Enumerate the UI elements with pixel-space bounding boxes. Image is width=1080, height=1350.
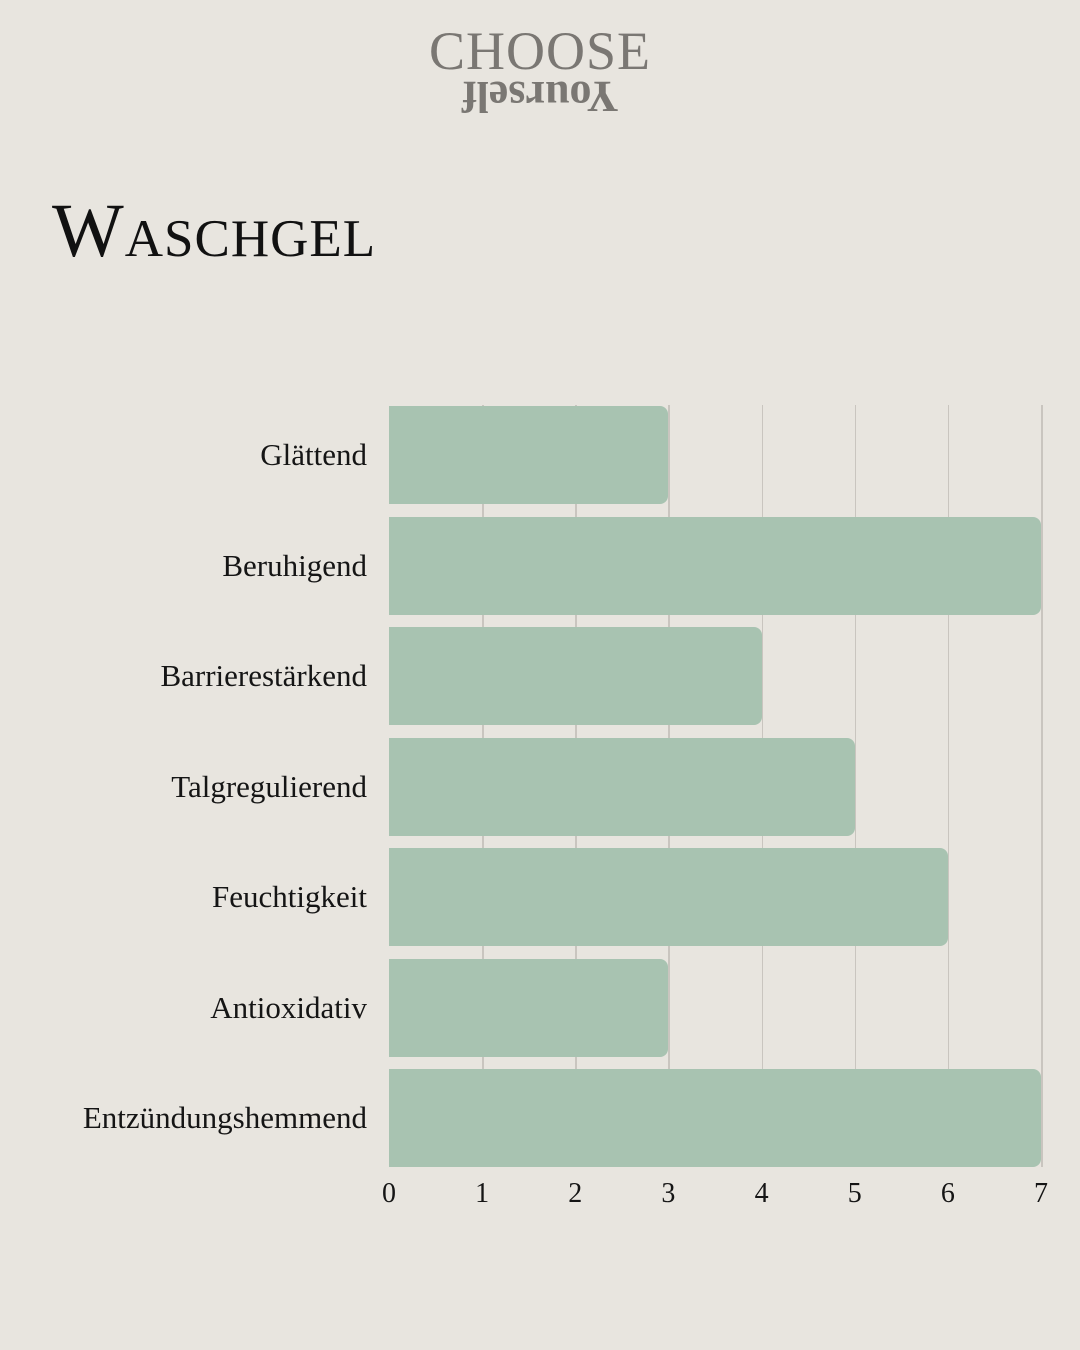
x-tick-label: 3 [661, 1178, 676, 1209]
x-tick-label: 7 [1034, 1178, 1048, 1209]
logo-choose-text: CHOOSE [428, 21, 652, 81]
x-tick-label: 6 [940, 1178, 955, 1209]
bar [389, 958, 669, 1057]
x-tick-label: 1 [475, 1178, 490, 1209]
x-tick-label: 2 [568, 1178, 583, 1209]
x-tick-label: 5 [847, 1178, 862, 1209]
bar [389, 737, 855, 836]
category-label: Barrierestärkend [160, 658, 367, 693]
bar [389, 516, 1041, 615]
category-label: Antioxidativ [210, 989, 367, 1025]
category-label: Beruhigend [222, 547, 367, 583]
category-label: Talgregulierend [171, 768, 367, 804]
category-label: Feuchtigkeit [212, 879, 367, 914]
bar [389, 848, 948, 946]
page-title: Waschgel [52, 189, 377, 273]
gridline [947, 405, 950, 1167]
gridline [854, 405, 857, 1167]
brand-logo: CHOOSE Yourself [0, 21, 1080, 121]
gridline [1041, 405, 1043, 1167]
x-tick-label: 0 [382, 1178, 396, 1209]
bar [389, 1069, 1041, 1167]
bar [389, 627, 762, 725]
category-label: Glättend [260, 437, 367, 472]
x-tick-label: 4 [754, 1178, 769, 1209]
bar [389, 406, 669, 504]
category-label: Entzündungshemmend [82, 1100, 367, 1135]
